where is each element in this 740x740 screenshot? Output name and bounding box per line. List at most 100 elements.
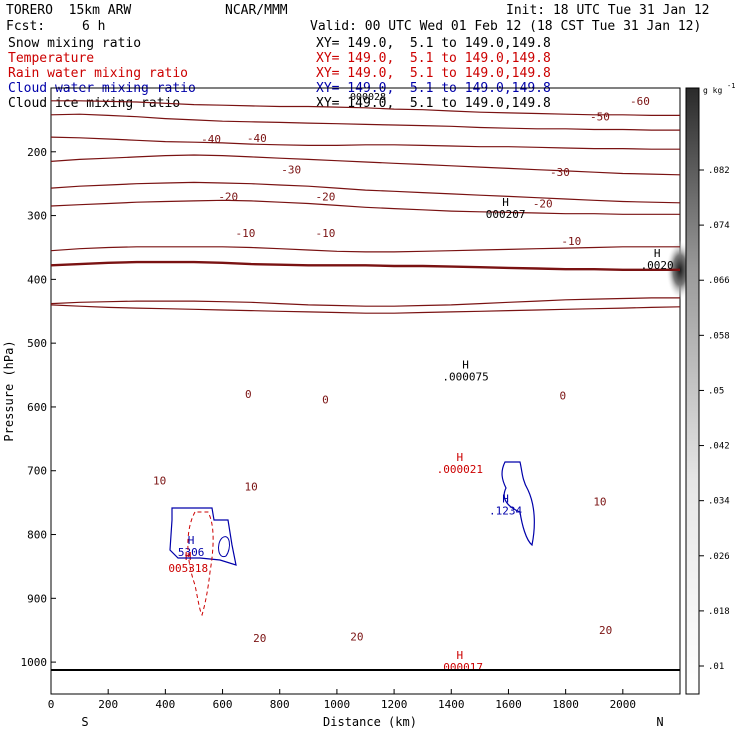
colorbar-tick-label-6: .034 [708, 497, 730, 507]
south-label: S [81, 715, 88, 729]
y-tick-label-4: 600 [27, 401, 47, 414]
high-marker-0: H [502, 196, 509, 209]
init-time: Init: 18 UTC Tue 31 Jan 12 [506, 3, 710, 18]
y-tick-label-1: 300 [27, 210, 47, 223]
colorbar-unit-exponent: -1 [727, 82, 735, 90]
isotherm-label-11: -10 [561, 235, 581, 248]
field-name-temperature: Temperature [8, 51, 95, 66]
isotherm-5 [50, 199, 680, 215]
high-value-6: 005318 [168, 562, 208, 575]
isotherm-label-18: 20 [253, 632, 266, 645]
isotherm-label-12: 0 [245, 388, 252, 401]
forecast-hours: 6 h [82, 19, 106, 34]
field-xy-snow: XY= 149.0, 5.1 to 149.0,149.8 [316, 36, 551, 51]
isotherm-label-13: 0 [322, 393, 329, 406]
rain-water-contour-west [187, 511, 214, 617]
y-tick-label-6: 800 [27, 529, 47, 542]
isotherm-label-8: -20 [533, 197, 553, 210]
isotherm-label-9: -10 [235, 227, 255, 240]
high-marker-2: H [462, 359, 469, 372]
isotherm-label-1: -50 [590, 111, 610, 124]
field-xy-temperature: XY= 149.0, 5.1 to 149.0,149.8 [316, 51, 551, 66]
valid-time: Valid: 00 UTC Wed 01 Feb 12 (18 CST Tue … [310, 19, 702, 34]
isotherm-label-3: -40 [247, 132, 267, 145]
isotherm-9 [50, 304, 681, 314]
isotherm-label-0: -60 [630, 95, 650, 108]
y-tick-label-2: 400 [27, 273, 47, 286]
isotherm-label-2: -40 [201, 133, 221, 146]
colorbar-tick-label-8: .018 [708, 607, 730, 617]
colorbar-tick-label-7: .026 [708, 552, 730, 562]
x-tick-label-4: 800 [270, 698, 290, 711]
model-title: TORERO 15km ARW [6, 3, 132, 18]
isotherm-label-14: 0 [559, 389, 566, 402]
y-tick-label-0: 200 [27, 146, 47, 159]
y-tick-label-3: 500 [27, 337, 47, 350]
y-tick-label-8: 1000 [21, 656, 48, 669]
x-tick-label-2: 400 [155, 698, 175, 711]
colorbar-tick-label-5: .042 [708, 442, 730, 452]
isotherm-label-16: 10 [245, 481, 258, 494]
x-tick-label-8: 1600 [495, 698, 522, 711]
isotherm-8 [50, 297, 680, 307]
isotherm-2 [50, 136, 680, 150]
colorbar-tick-label-4: .05 [708, 386, 724, 396]
isotherm-label-5: -30 [550, 166, 570, 179]
x-tick-label-7: 1400 [438, 698, 465, 711]
high-value-3: .000021 [437, 463, 483, 476]
field-xy-cloud-ice: XY= 149.0, 5.1 to 149.0,149.8 [316, 96, 551, 111]
isotherm-label-17: 10 [593, 495, 606, 508]
high-marker-4: H [502, 493, 509, 506]
isotherm-6 [50, 246, 680, 253]
isotherm-label-15: 10 [153, 474, 166, 487]
overlap-label: 000028 [350, 92, 386, 103]
high-value-2: .000075 [442, 371, 488, 384]
isotherm-1 [50, 113, 680, 131]
isotherm-label-10: -10 [316, 227, 336, 240]
isotherm-3 [50, 154, 681, 176]
x-tick-label-5: 1000 [324, 698, 351, 711]
x-tick-label-10: 2000 [610, 698, 637, 711]
isotherm-4 [50, 181, 681, 204]
colorbar-tick-label-3: .058 [708, 331, 730, 341]
cloud-water-contour-west [169, 507, 237, 566]
field-xy-rain: XY= 149.0, 5.1 to 149.0,149.8 [316, 66, 551, 81]
colorbar-tick-label-1: .074 [708, 221, 730, 231]
x-tick-label-0: 0 [48, 698, 55, 711]
x-tick-label-1: 200 [98, 698, 118, 711]
y-tick-label-7: 900 [27, 592, 47, 605]
colorbar-tick-label-0: .082 [708, 166, 730, 176]
x-tick-label-9: 1800 [552, 698, 579, 711]
cloud-water-contour-east [501, 461, 535, 547]
forecast-label: Fcst: [6, 19, 46, 34]
x-tick-label-6: 1200 [381, 698, 408, 711]
high-marker-7: H [457, 649, 464, 662]
high-value-5: 5306 [178, 546, 205, 559]
field-name-rain: Rain water mixing ratio [8, 66, 189, 81]
x-axis-label: Distance (km) [323, 715, 417, 729]
field-name-snow: Snow mixing ratio [8, 36, 142, 51]
cloud-water-inner-west [218, 536, 230, 558]
x-tick-label-3: 600 [213, 698, 233, 711]
isotherm-label-19: 20 [350, 631, 363, 644]
isotherm-label-4: -30 [281, 164, 301, 177]
org-label: NCAR/MMM [225, 3, 288, 18]
high-marker-1: H [654, 247, 661, 260]
y-tick-label-5: 700 [27, 465, 47, 478]
north-label: N [656, 715, 663, 729]
high-marker-5: H [188, 534, 195, 547]
isotherm-label-7: -20 [316, 190, 336, 203]
isotherm-label-20: 20 [599, 624, 612, 637]
high-value-4: .1234 [489, 505, 522, 518]
isotherm-0 [51, 100, 680, 117]
isotherm-7 [50, 260, 680, 271]
field-name-cloud-ice: Cloud ice mixing ratio [8, 96, 181, 111]
colorbar-tick-label-2: .066 [708, 276, 730, 286]
high-value-7: .000017 [437, 661, 483, 674]
high-marker-3: H [457, 451, 464, 464]
colorbar-tick-label-9: .01 [708, 662, 724, 672]
plot-frame [50, 87, 681, 695]
high-value-0: 000207 [486, 208, 526, 221]
colorbar-unit: g kg [703, 86, 722, 95]
